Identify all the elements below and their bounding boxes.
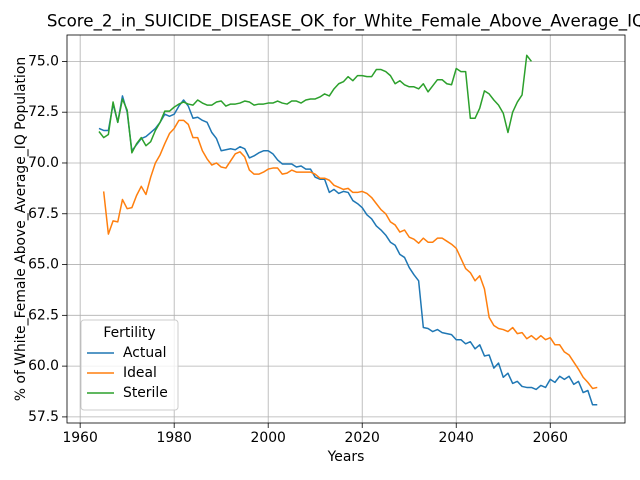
y-tick-label: 70.0 [28, 155, 59, 171]
x-tick-label: 2040 [439, 430, 474, 446]
x-tick-label: 2000 [251, 430, 286, 446]
x-tick-label: 2060 [533, 430, 568, 446]
legend-label: Actual [123, 345, 167, 361]
legend-title: Fertility [103, 325, 155, 341]
legend-label: Sterile [123, 385, 168, 401]
y-tick-label: 60.0 [28, 358, 59, 374]
y-tick-label: 75.0 [28, 53, 59, 69]
y-tick-label: 72.5 [28, 104, 59, 120]
x-tick-label: 2020 [345, 430, 380, 446]
data-line [98, 54, 533, 154]
x-tick-label: 1960 [62, 430, 97, 446]
x-axis-label: Years [327, 449, 365, 465]
y-tick-label: 62.5 [28, 307, 59, 323]
y-tick-label: 57.5 [28, 409, 59, 425]
data-line [102, 119, 598, 390]
legend-box [80, 319, 179, 411]
legend-label: Ideal [123, 365, 157, 381]
legend: Fertility Actual Ideal Sterile [80, 319, 179, 411]
chart-title: Score_2_in_SUICIDE_DISEASE_OK_for_White_… [47, 11, 640, 32]
y-axis-label: % of White_Female Above_Average_IQ Popul… [13, 57, 29, 401]
y-tick-label: 67.5 [28, 206, 59, 222]
y-tick-label: 65.0 [28, 257, 59, 273]
x-tick-label: 1980 [157, 430, 192, 446]
plot-frame [66, 34, 626, 424]
